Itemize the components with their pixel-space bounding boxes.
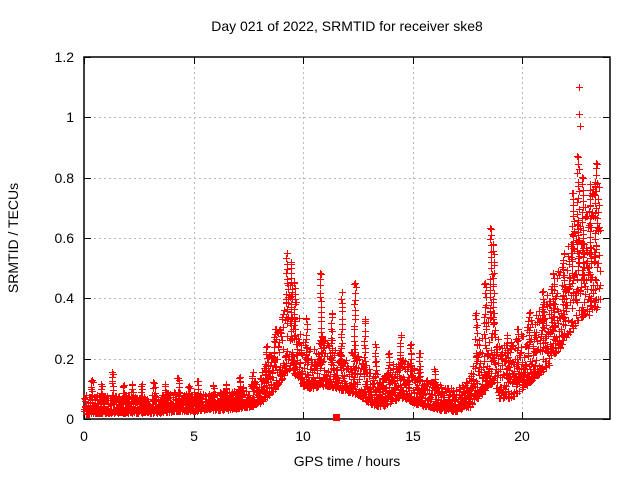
grid-lines [84, 57, 610, 419]
x-axis-label: GPS time / hours [294, 453, 401, 469]
chart-title: Day 021 of 2022, SRMTID for receiver ske… [211, 18, 483, 34]
ytick-label-0.8: 0.8 [55, 170, 75, 186]
special-point-filled-square [333, 414, 340, 421]
y-axis-label: SRMTID / TECUs [5, 183, 21, 293]
plot-border [83, 56, 611, 420]
ytick-label-1.2: 1.2 [55, 49, 75, 65]
xtick-label-20: 20 [514, 428, 530, 444]
ytick-label-0.2: 0.2 [55, 351, 75, 367]
ytick-label-0: 0 [66, 411, 74, 427]
special-point-layer [333, 414, 340, 421]
ytick-label-1: 1 [66, 109, 74, 125]
xtick-label-10: 10 [295, 428, 311, 444]
scatter-points [81, 84, 604, 418]
ytick-label-0.6: 0.6 [55, 230, 75, 246]
tick-labels: 0 5 10 15 20 0 0.2 0.4 0.6 0.8 1 1.2 [55, 49, 530, 444]
ytick-label-0.4: 0.4 [55, 290, 75, 306]
xtick-label-0: 0 [80, 428, 88, 444]
xtick-label-15: 15 [405, 428, 421, 444]
xtick-label-5: 5 [190, 428, 198, 444]
